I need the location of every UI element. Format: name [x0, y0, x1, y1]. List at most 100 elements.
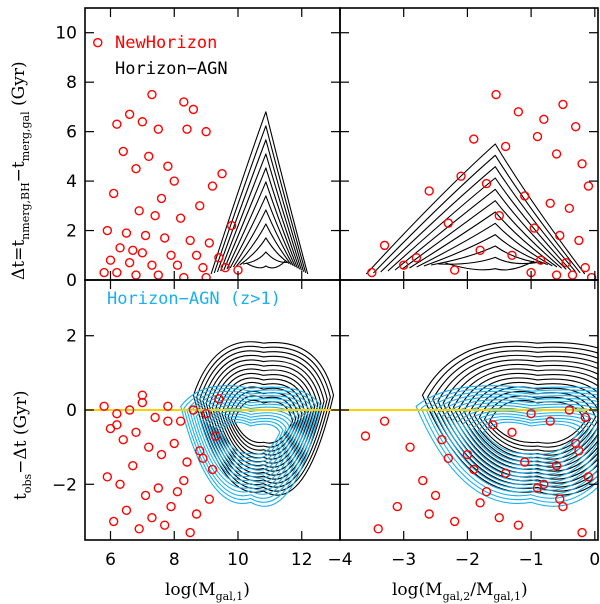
- legend-horizon-agn-z1: Horizon−AGN (z>1): [107, 289, 281, 309]
- point-newhorizon-top-right-8: [551, 149, 562, 159]
- point-newhorizon-top-left-15: [207, 181, 218, 191]
- point-newhorizon-top-right-5: [469, 134, 479, 144]
- point-newhorizon-top-right-34: [567, 270, 578, 280]
- point-newhorizon-top-left-28: [185, 235, 195, 246]
- ylabel-bottom: tobs−Δt (Gyr): [11, 391, 34, 501]
- contour-horizon-agn-z1-bottom-right-13: [482, 421, 580, 455]
- point-newhorizon-bottom-right-15: [462, 449, 473, 460]
- contour-horizon-agn-z1-bottom-left-8: [205, 407, 297, 475]
- point-newhorizon-top-left-36: [105, 255, 116, 265]
- point-newhorizon-top-right-31: [449, 265, 460, 275]
- ytick-label-top-left-0: 0: [66, 271, 77, 291]
- point-newhorizon-top-left-13: [131, 164, 141, 174]
- point-newhorizon-top-right-1: [513, 107, 524, 117]
- contour-horizon-agn-bottom-left-2: [199, 350, 328, 488]
- contour-horizon-agn-bottom-left-11: [227, 390, 300, 452]
- point-newhorizon-top-left-17: [108, 188, 119, 199]
- points-top-right: [367, 89, 597, 280]
- contour-horizon-agn-z1-bottom-right-3: [431, 393, 598, 495]
- point-newhorizon-bottom-left-27: [204, 494, 215, 504]
- xtick-label-bottom-right-3: −1: [519, 550, 544, 570]
- contour-horizon-agn-z1-bottom-right-11: [472, 416, 590, 463]
- point-newhorizon-bottom-left-16: [182, 457, 192, 467]
- points-top-left: [93, 37, 243, 280]
- contour-horizon-agn-top-right-11: [365, 143, 586, 275]
- tick-marks: [85, 8, 598, 540]
- point-newhorizon-top-left-29: [204, 238, 215, 248]
- contour-horizon-agn-z1-bottom-left-0: [180, 385, 322, 507]
- contour-horizon-agn-bottom-right-1: [427, 345, 598, 492]
- contour-horizon-agn-bottom-right-3: [437, 354, 598, 484]
- contour-horizon-agn-bottom-right-9: [468, 381, 598, 460]
- point-newhorizon-bottom-right-4: [449, 516, 460, 527]
- point-newhorizon-top-right-18: [399, 260, 409, 270]
- point-newhorizon-bottom-left-19: [102, 472, 113, 482]
- point-newhorizon-top-left-18: [156, 193, 167, 204]
- point-newhorizon-top-left-23: [226, 220, 237, 231]
- point-newhorizon-top-right-22: [555, 230, 565, 241]
- point-newhorizon-top-left-37: [124, 257, 135, 268]
- contour-horizon-agn-z1-bottom-left-13: [221, 421, 281, 455]
- point-newhorizon-top-right-3: [558, 99, 568, 110]
- point-newhorizon-top-left-41: [220, 262, 230, 273]
- xlabel-left: log(Mgal,1): [165, 580, 250, 603]
- contour-horizon-agn-z1-bottom-right-1: [420, 387, 598, 503]
- point-newhorizon-top-left-22: [175, 213, 186, 223]
- point-newhorizon-top-left-24: [102, 225, 113, 236]
- contour-horizon-agn-top-left-9: [216, 139, 305, 273]
- xtick-label-bottom-right-0: −4: [327, 550, 352, 570]
- xtick-label-bottom-right-1: −3: [391, 550, 416, 570]
- point-newhorizon-bottom-right-0: [360, 431, 371, 441]
- point-newhorizon-top-left-46: [153, 270, 164, 280]
- ytick-label-bottom-left-2: 2: [66, 327, 77, 347]
- point-newhorizon-top-left-2: [124, 109, 135, 120]
- contour-horizon-agn-bottom-left-1: [196, 345, 331, 492]
- point-newhorizon-bottom-right-11: [580, 412, 590, 423]
- point-newhorizon-top-right-33: [551, 270, 562, 280]
- contour-horizon-agn-z1-bottom-left-11: [214, 416, 287, 463]
- contour-horizon-agn-z1-bottom-left-3: [189, 393, 312, 495]
- point-newhorizon-bottom-right-23: [424, 509, 434, 519]
- point-newhorizon-bottom-right-25: [513, 520, 524, 530]
- scatter-layer: [93, 37, 597, 538]
- point-newhorizon-top-right-19: [443, 218, 453, 228]
- contour-horizon-agn-z1-bottom-left-1: [183, 388, 319, 503]
- point-newhorizon-top-right-0: [491, 89, 501, 100]
- point-newhorizon-bottom-right-12: [392, 501, 403, 512]
- contour-horizon-agn-z1-bottom-right-10: [467, 413, 595, 467]
- point-newhorizon-top-left-31: [128, 245, 138, 256]
- point-newhorizon-bottom-right-27: [551, 461, 562, 471]
- point-newhorizon-top-left-27: [159, 233, 170, 243]
- xtick-label-bottom-right-2: −2: [455, 550, 480, 570]
- point-newhorizon-bottom-left-4: [150, 412, 160, 423]
- point-newhorizon-bottom-right-3: [430, 490, 441, 501]
- contour-horizon-agn-top-right-1: [438, 256, 539, 265]
- contour-horizon-agn-z1-bottom-left-12: [218, 418, 284, 459]
- ylabel-top: Δt=tnmerg,BH−tmerg,gal (Gyr): [9, 61, 32, 280]
- point-newhorizon-bottom-left-21: [128, 461, 138, 471]
- point-newhorizon-bottom-right-9: [545, 416, 555, 426]
- point-newhorizon-bottom-left-33: [172, 487, 183, 497]
- contour-horizon-agn-z1-bottom-left-2: [186, 390, 315, 499]
- point-newhorizon-top-right-4: [571, 121, 581, 132]
- point-newhorizon-bottom-left-28: [108, 516, 119, 527]
- contour-horizon-agn-top-right-7: [394, 188, 567, 271]
- point-newhorizon-top-left-10: [118, 146, 128, 157]
- point-newhorizon-top-left-30: [115, 243, 125, 253]
- point-newhorizon-top-left-48: [201, 272, 211, 280]
- contour-horizon-agn-bottom-left-13: [233, 399, 294, 444]
- point-newhorizon-top-right-15: [545, 198, 555, 209]
- point-newhorizon-bottom-left-32: [159, 520, 170, 530]
- point-newhorizon-top-left-25: [121, 228, 132, 238]
- xtick-label-bottom-left-2: 10: [227, 550, 249, 570]
- point-newhorizon-bottom-right-26: [532, 483, 543, 493]
- point-newhorizon-top-right-28: [561, 257, 571, 268]
- point-newhorizon-top-left-14: [169, 176, 179, 186]
- point-newhorizon-top-left-45: [131, 270, 141, 280]
- contour-horizon-agn-top-left-6: [226, 181, 298, 270]
- point-newhorizon-top-left-9: [201, 126, 211, 137]
- xtick-label-bottom-left-3: 12: [291, 550, 313, 570]
- point-newhorizon-bottom-right-22: [373, 524, 383, 534]
- contour-horizon-agn-bottom-left-8: [218, 377, 309, 464]
- contour-horizon-agn-bottom-right-8: [463, 377, 598, 464]
